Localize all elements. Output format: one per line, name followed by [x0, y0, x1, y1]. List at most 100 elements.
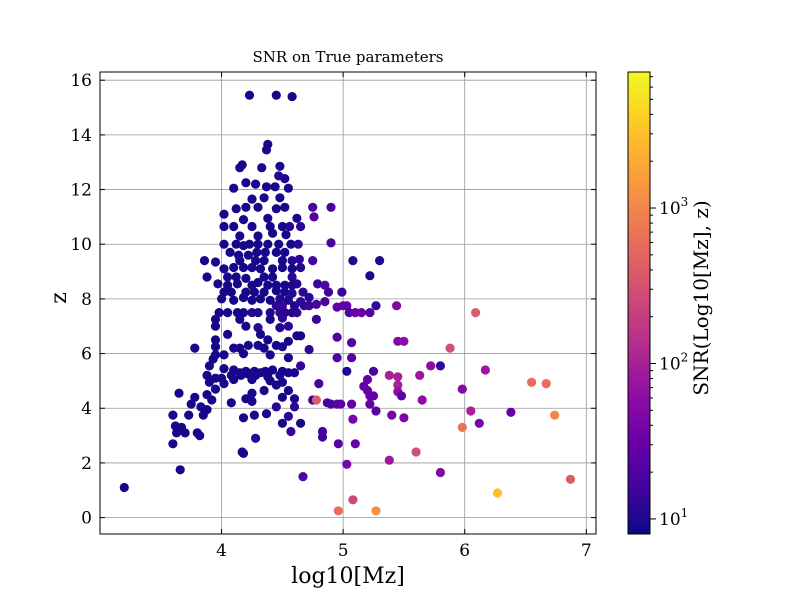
scatter-point — [275, 161, 285, 171]
scatter-point — [271, 286, 281, 296]
scatter-point — [210, 314, 221, 324]
scatter-point — [368, 391, 379, 401]
y-tick-label: 14 — [70, 126, 92, 146]
scatter-point — [214, 308, 224, 318]
scatter-point — [195, 431, 205, 441]
scatter-point — [332, 332, 342, 342]
scatter-point — [304, 344, 314, 355]
scatter-point — [235, 256, 245, 266]
scatter-point — [281, 230, 291, 240]
scatter-point — [271, 204, 281, 214]
scatter-point — [368, 366, 379, 376]
scatter-point — [253, 202, 263, 212]
scatter-point — [190, 392, 200, 402]
scatter-point — [223, 272, 233, 282]
scatter-point — [207, 395, 217, 405]
scatter-point — [261, 145, 272, 155]
scatter-point — [342, 459, 352, 469]
scatter-point — [296, 262, 306, 273]
x-tick-label: 5 — [338, 541, 349, 561]
scatter-point — [274, 239, 284, 249]
scatter-point — [296, 331, 306, 341]
scatter-point — [286, 426, 296, 437]
scatter-point — [217, 294, 227, 304]
scatter-point — [342, 366, 352, 376]
scatter-point — [365, 399, 375, 409]
scatter-point — [311, 314, 321, 324]
scatter-point — [283, 295, 293, 305]
scatter-point — [289, 402, 300, 412]
scatter-point — [241, 202, 251, 212]
scatter-point — [186, 399, 196, 409]
scatter-point — [277, 313, 287, 323]
scatter-point — [411, 447, 421, 457]
scatter-point — [229, 183, 239, 193]
scatter-point — [565, 474, 576, 484]
scatter-point — [393, 372, 403, 382]
scatter-point — [204, 361, 214, 371]
colorbar-ticks: 101 102 103 — [650, 76, 688, 530]
colorbar — [627, 71, 651, 535]
scatter-point — [252, 247, 262, 257]
scatter-point — [119, 482, 129, 493]
scatter-point — [253, 277, 263, 288]
scatter-point — [168, 439, 178, 449]
scatter-point — [253, 231, 263, 241]
scatter-point — [480, 365, 490, 375]
scatter-point — [263, 213, 273, 223]
scatter-point — [399, 336, 409, 346]
scatter-point — [541, 379, 551, 389]
scatter-point — [392, 301, 402, 311]
scatter-point — [466, 406, 476, 416]
scatter-point — [229, 295, 239, 305]
scatter-point — [277, 392, 287, 402]
scatter-point — [259, 272, 269, 282]
scatter-point — [384, 455, 394, 465]
scatter-point — [320, 297, 330, 307]
scatter-point — [320, 280, 330, 290]
scatter-point — [235, 163, 245, 173]
scatter-point — [292, 279, 302, 289]
scatter-point — [471, 308, 481, 318]
scatter-point — [199, 256, 210, 266]
scatter-point — [311, 395, 321, 405]
scatter-point — [296, 361, 306, 371]
scatter-point — [202, 272, 212, 282]
scatter-point — [255, 294, 266, 304]
scatter-point — [249, 287, 259, 297]
scatter-point — [375, 256, 385, 266]
scatter-point — [229, 221, 239, 232]
scatter-point — [235, 314, 245, 324]
scatter-point — [283, 183, 293, 193]
scatter-point — [393, 380, 403, 390]
scatter-point — [180, 428, 190, 438]
scatter-point — [283, 353, 293, 363]
scatter-point — [247, 388, 257, 398]
scatter-point — [287, 256, 297, 266]
scatter-point — [268, 272, 278, 282]
scatter-point — [247, 396, 257, 406]
scatter-point — [259, 256, 269, 266]
y-axis-label: z — [47, 292, 72, 304]
scatter-point — [231, 272, 241, 282]
scatter-point — [261, 182, 272, 192]
scatter-point — [223, 308, 233, 318]
scatter-point — [417, 395, 427, 405]
scatter-point — [332, 353, 342, 363]
scatter-point — [231, 204, 241, 214]
scatter-point — [210, 321, 221, 331]
scatter-point — [219, 379, 229, 389]
scatter-point — [244, 239, 255, 249]
scatter-point — [289, 301, 300, 311]
scatter-point — [342, 301, 352, 311]
scatter-point — [506, 407, 516, 417]
y-tick-label: 8 — [81, 290, 92, 310]
scatter-point — [238, 349, 249, 359]
scatter-point — [251, 433, 261, 443]
scatter-point — [371, 301, 381, 311]
scatter-point — [292, 308, 302, 318]
x-axis-label: log10[Mz] — [291, 564, 405, 589]
scatter-point — [283, 336, 293, 346]
scatter-point — [238, 262, 249, 273]
